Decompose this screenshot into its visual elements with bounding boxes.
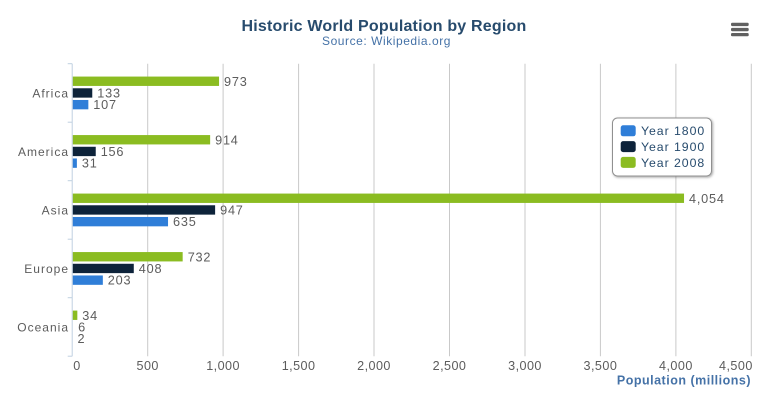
svg-text:31: 31 (82, 157, 98, 171)
svg-text:4,054: 4,054 (689, 192, 725, 206)
svg-text:1,000: 1,000 (206, 359, 240, 373)
svg-text:156: 156 (101, 145, 125, 159)
svg-text:3,000: 3,000 (508, 359, 542, 373)
svg-text:3,500: 3,500 (584, 359, 618, 373)
svg-text:0: 0 (73, 359, 80, 373)
svg-text:2,500: 2,500 (433, 359, 467, 373)
svg-text:732: 732 (188, 250, 212, 264)
svg-text:6: 6 (78, 321, 86, 335)
svg-text:34: 34 (82, 309, 98, 323)
svg-text:1,500: 1,500 (282, 359, 316, 373)
svg-text:133: 133 (97, 87, 121, 101)
svg-text:Historic World Population by R: Historic World Population by Region (242, 18, 527, 35)
svg-text:Europe: Europe (24, 262, 69, 276)
svg-text:America: America (18, 145, 69, 159)
svg-text:914: 914 (215, 133, 239, 147)
svg-text:635: 635 (173, 215, 197, 229)
svg-text:2,000: 2,000 (357, 359, 391, 373)
svg-text:4,500: 4,500 (719, 359, 753, 373)
svg-text:Year 2008: Year 2008 (641, 156, 705, 170)
svg-text:Source: Wikipedia.org: Source: Wikipedia.org (322, 34, 451, 48)
svg-text:408: 408 (139, 262, 163, 276)
svg-text:947: 947 (220, 204, 244, 218)
svg-text:107: 107 (93, 98, 117, 112)
svg-text:Oceania: Oceania (17, 320, 69, 334)
svg-text:973: 973 (224, 75, 248, 89)
svg-text:2: 2 (78, 332, 86, 346)
svg-text:Year 1900: Year 1900 (641, 140, 705, 154)
svg-text:203: 203 (108, 274, 132, 288)
svg-text:Africa: Africa (32, 86, 69, 100)
svg-text:500: 500 (137, 359, 159, 373)
svg-text:4,000: 4,000 (659, 359, 693, 373)
svg-text:Population (millions): Population (millions) (617, 374, 751, 388)
svg-text:Year 1800: Year 1800 (641, 124, 705, 138)
svg-text:Asia: Asia (42, 203, 69, 217)
